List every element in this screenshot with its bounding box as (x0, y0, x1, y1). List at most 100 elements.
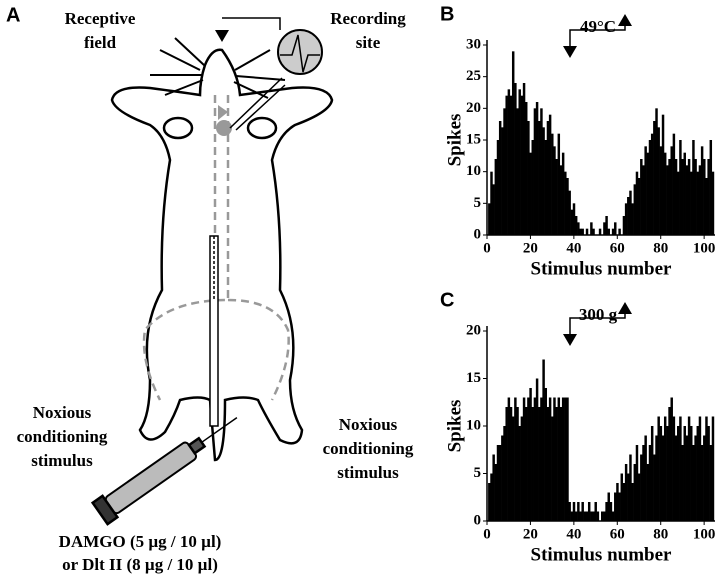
bar (642, 165, 645, 235)
bar (598, 228, 602, 235)
y-tick-label: 25 (466, 68, 481, 84)
bar (529, 388, 532, 521)
bar (553, 146, 556, 235)
x-axis-label: Stimulus number (531, 258, 673, 279)
stimulus-label: conditioning (323, 439, 414, 458)
bar (629, 454, 632, 521)
bar (507, 89, 511, 235)
y-tick-label: 10 (466, 163, 481, 179)
x-tick-label: 80 (653, 240, 668, 256)
bar (548, 114, 552, 235)
bar (520, 95, 524, 236)
bar (525, 102, 528, 235)
bar (614, 492, 617, 521)
bar (520, 416, 524, 521)
bar (607, 228, 610, 235)
bar (677, 171, 680, 235)
stimulus-label: Noxious (33, 403, 92, 422)
bar (574, 216, 578, 235)
bar (696, 426, 700, 521)
x-tick-label: 20 (523, 240, 538, 256)
bar (611, 511, 615, 521)
bar (511, 51, 515, 236)
bar (490, 171, 493, 235)
bar (631, 483, 634, 521)
bar (624, 464, 628, 521)
bar (557, 133, 561, 235)
bar (505, 407, 508, 521)
bar (646, 152, 650, 235)
panel-label: B (440, 3, 454, 25)
bar (559, 407, 563, 521)
stimulus-label: stimulus (337, 463, 399, 482)
bar (501, 127, 504, 235)
x-tick-label: 0 (483, 526, 491, 542)
bar (616, 483, 619, 521)
bar (666, 426, 669, 521)
bar (525, 407, 528, 521)
bar (492, 184, 495, 235)
bar (603, 511, 606, 521)
bar (509, 95, 513, 236)
bar (566, 397, 569, 521)
bar (614, 222, 617, 235)
recording-site: site (356, 33, 381, 52)
bar (561, 397, 565, 521)
bar (559, 165, 563, 235)
bar (546, 121, 550, 235)
bar (596, 511, 600, 521)
bar (603, 222, 606, 235)
bar (566, 178, 569, 235)
x-tick-label: 0 (483, 240, 491, 256)
x-tick-label: 80 (653, 526, 668, 542)
bar (507, 397, 511, 521)
bar (609, 502, 613, 521)
stimulus-label: Noxious (339, 415, 398, 434)
y-tick-label: 30 (466, 36, 481, 52)
bar (707, 159, 710, 235)
x-tick-label: 40 (566, 240, 581, 256)
bar (685, 435, 689, 521)
arrow-up (618, 302, 632, 314)
bar (687, 159, 691, 235)
bar (542, 127, 545, 235)
bar (677, 426, 680, 521)
bar (590, 222, 593, 235)
y-tick-label: 5 (474, 195, 482, 211)
bar (511, 416, 515, 521)
bar (498, 121, 502, 235)
bar (637, 178, 641, 235)
bar (546, 407, 550, 521)
bar (640, 159, 643, 235)
bar (661, 114, 665, 235)
bar (572, 502, 576, 521)
bar (653, 121, 656, 235)
bar (551, 133, 554, 235)
bar (488, 203, 491, 235)
bar (581, 502, 584, 521)
bar (681, 445, 684, 521)
bar (557, 397, 561, 521)
bar (574, 511, 578, 521)
bar (692, 445, 695, 521)
bar (644, 435, 647, 521)
bar (653, 454, 656, 521)
bar (646, 464, 650, 521)
receptive-field: Receptive (65, 9, 136, 28)
bar (605, 216, 608, 235)
bar (592, 228, 595, 235)
bar (694, 159, 697, 235)
bar (670, 146, 673, 235)
x-tick-label: 100 (693, 240, 716, 256)
bar (633, 184, 637, 235)
bar (492, 454, 495, 521)
bar (711, 416, 715, 521)
bar (635, 445, 639, 521)
y-tick-label: 20 (466, 322, 481, 338)
bar (705, 416, 708, 521)
bar (494, 159, 498, 235)
bar (581, 228, 584, 235)
bar (668, 159, 671, 235)
bar (698, 165, 702, 235)
